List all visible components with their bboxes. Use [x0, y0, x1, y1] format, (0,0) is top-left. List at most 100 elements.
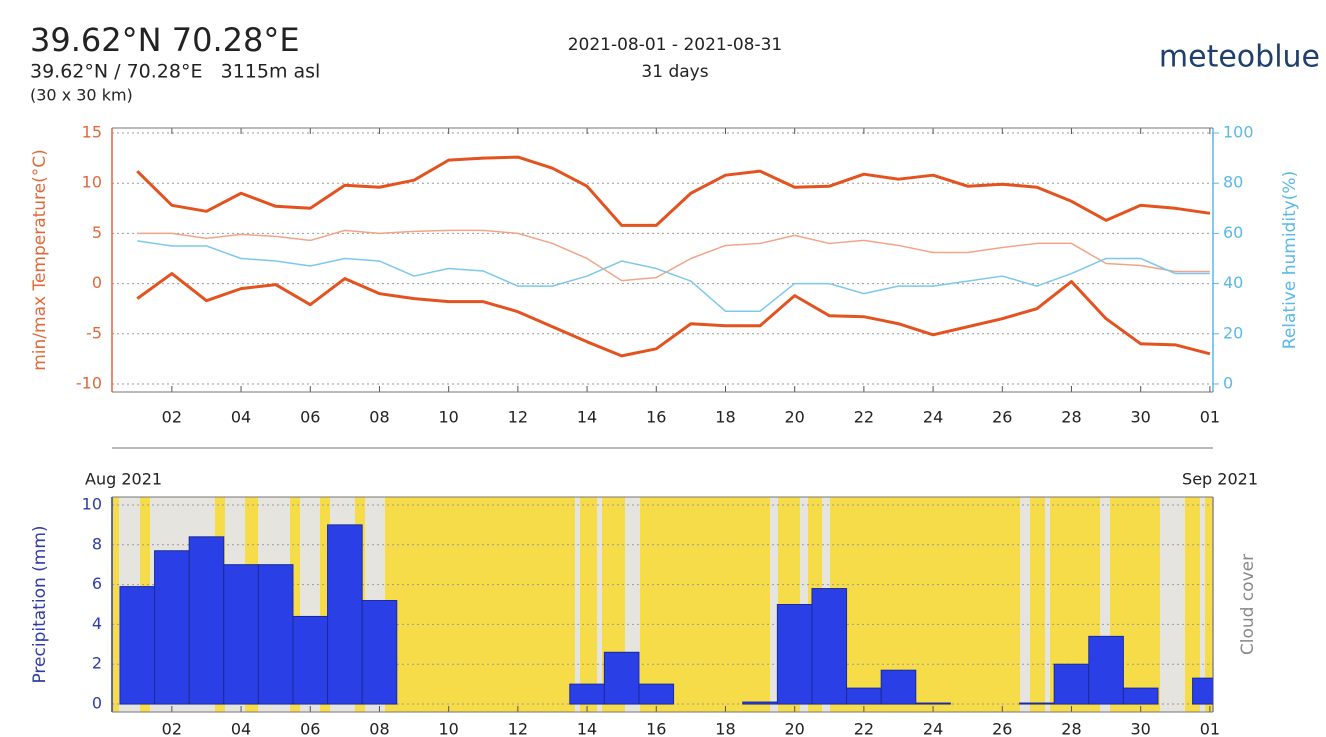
- bar: [1019, 702, 1055, 705]
- period: 2021-08-01 - 2021-08-31: [568, 35, 783, 55]
- period-label: Aug 2021: [85, 470, 162, 489]
- x-tick-label: 20: [784, 408, 804, 427]
- x-tick-label: 02: [162, 720, 182, 737]
- bar: [1088, 635, 1124, 705]
- bar: [361, 600, 398, 705]
- y-tick-label: 2: [92, 654, 102, 673]
- x-tick-label: 12: [508, 408, 528, 427]
- plot: [119, 524, 1213, 705]
- x-tick-label: 26: [992, 408, 1012, 427]
- x-tick-label: 04: [231, 720, 251, 737]
- bar: [223, 564, 259, 705]
- bar: [154, 550, 190, 705]
- x-tick-label: 28: [1061, 408, 1081, 427]
- series-line: [137, 229, 1210, 282]
- y2-axis-title: Cloud cover: [1238, 554, 1258, 655]
- x-tick-label: 04: [231, 408, 251, 427]
- x-tick-label: 01: [1200, 408, 1220, 427]
- x-tick-label: 14: [577, 408, 597, 427]
- cloud-band: [1160, 497, 1185, 712]
- y-tick-label: 15: [82, 123, 102, 142]
- bar: [569, 683, 605, 705]
- y2-tick-label: 40: [1223, 273, 1243, 292]
- y-tick-label: 4: [92, 614, 102, 633]
- y-axis-title: Precipitation (mm): [30, 525, 50, 683]
- x-tick-label: 08: [369, 720, 389, 737]
- x-tick-label: 02: [162, 408, 182, 427]
- bar: [603, 651, 640, 705]
- cloud-band: [575, 497, 580, 712]
- x-tick-label: 22: [854, 720, 874, 737]
- y2-tick-label: 100: [1223, 123, 1254, 142]
- y2-tick-label: 0: [1223, 373, 1233, 392]
- x-tick-label: 12: [508, 720, 528, 737]
- x-tick-label: 16: [646, 408, 666, 427]
- y-tick-label: -5: [86, 323, 102, 342]
- bar: [292, 615, 329, 705]
- x-tick-label: 10: [438, 720, 458, 737]
- y-tick-label: 0: [92, 694, 102, 713]
- x-tick-label: 30: [1131, 408, 1151, 427]
- bar: [1192, 677, 1213, 705]
- bar: [1122, 687, 1159, 705]
- y2-tick-label: 20: [1223, 323, 1243, 342]
- bar: [915, 702, 951, 705]
- x-tick-label: 28: [1061, 720, 1081, 737]
- cloud-band: [1020, 497, 1030, 712]
- x-tick-label: 18: [715, 720, 735, 737]
- x-tick-label: 01: [1200, 720, 1220, 737]
- location: 39.62°N / 70.28°E 3115m asl: [30, 61, 320, 83]
- days: 31 days: [641, 62, 708, 82]
- x-tick-label: 10: [438, 408, 458, 427]
- cloud-band: [770, 497, 778, 712]
- plot: [136, 155, 1211, 358]
- x-tick-label: 30: [1131, 720, 1151, 737]
- cloud-band: [1200, 497, 1205, 712]
- x-tick-label: 22: [854, 408, 874, 427]
- series-line: [136, 272, 1211, 358]
- y-tick-label: -10: [76, 373, 102, 392]
- bar: [257, 564, 294, 705]
- bar: [188, 536, 225, 705]
- bar: [327, 524, 363, 705]
- y-tick-label: 0: [92, 273, 102, 292]
- y-axis-title: min/max Temperature(°C): [30, 149, 50, 371]
- y2-axis-title: Relative humidity(%): [1280, 171, 1300, 349]
- cloud-band: [1045, 497, 1050, 712]
- cloud-band: [597, 497, 602, 712]
- x-tick-label: 20: [784, 720, 804, 737]
- y-tick-label: 10: [82, 173, 102, 192]
- x-tick-label: 24: [923, 408, 943, 427]
- x-tick-label: 14: [577, 720, 597, 737]
- resolution: (30 x 30 km): [30, 86, 133, 105]
- y-tick-label: 8: [92, 534, 102, 553]
- bar: [742, 701, 778, 705]
- bar: [776, 604, 813, 705]
- x-tick-label: 16: [646, 720, 666, 737]
- y2-tick-label: 80: [1223, 173, 1243, 192]
- x-tick-label: 06: [300, 720, 320, 737]
- bar: [1053, 663, 1090, 705]
- brand: meteoblue: [1159, 40, 1320, 75]
- x-tick-label: 08: [369, 408, 389, 427]
- bar: [811, 588, 848, 705]
- series-line: [137, 240, 1210, 312]
- series-line: [136, 155, 1211, 227]
- period-label: Sep 2021: [1182, 470, 1258, 489]
- bar: [880, 669, 917, 705]
- x-tick-label: 18: [715, 408, 735, 427]
- y-tick-label: 10: [82, 494, 102, 513]
- bar: [119, 586, 156, 705]
- cloud-band: [1100, 497, 1110, 712]
- bar: [638, 683, 675, 705]
- y2-tick-label: 60: [1223, 223, 1243, 242]
- title: 39.62°N 70.28°E: [30, 21, 300, 59]
- y-tick-label: 6: [92, 574, 102, 593]
- x-tick-label: 26: [992, 720, 1012, 737]
- bar: [846, 687, 882, 705]
- x-tick-label: 06: [300, 408, 320, 427]
- y-tick-label: 5: [92, 223, 102, 242]
- x-tick-label: 24: [923, 720, 943, 737]
